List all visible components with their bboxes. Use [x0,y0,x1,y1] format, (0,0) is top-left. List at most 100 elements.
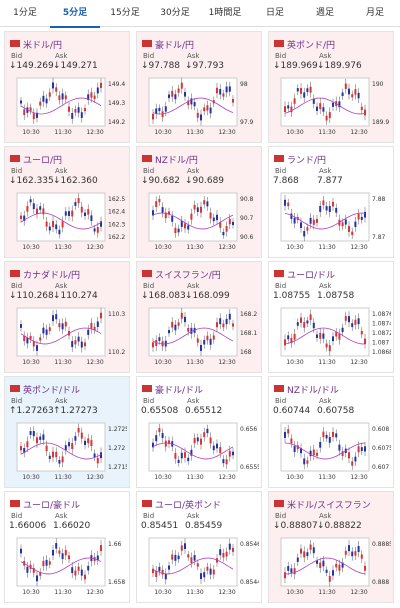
candle-body [360,554,363,559]
candle-body [61,323,64,330]
candle-body [287,566,290,571]
rate-card[interactable]: ユーロ/円 Bid Ask ↓162.335 ↓162.360 162.5 162.4 162… [4,146,130,258]
rate-card[interactable]: 米ドル/円 Bid Ask ↓149.269 ↓149.271 149.4 149.3 149… [4,31,130,143]
y-tick-label: 90.6 [240,234,254,241]
candle-body [360,216,363,220]
candle-body [219,222,222,228]
candle-body [212,569,215,575]
tab[interactable]: 15分足 [110,8,140,18]
rate-card[interactable]: NZドル/ドル Bid Ask 0.60744 0.60758 0.608 0.6075 0.… [268,376,394,488]
rate-card[interactable]: スイスフラン/円 Bid Ask ↓168.083 ↓168.099 168.2 168.1… [136,261,262,373]
candle-body [26,566,29,573]
candle-body [354,221,357,228]
candle-body [322,107,325,112]
bid-value: ↓0.88807 [273,521,318,531]
candle-body [348,226,350,232]
candle-body [158,198,161,203]
candle-body [222,323,225,328]
tab[interactable]: 日足 [265,8,284,18]
candle-body [300,317,302,323]
candle-body [357,213,360,220]
candle-body [328,112,331,119]
candle-body [319,103,322,110]
candle-body [325,206,328,211]
bid-label: Bid [275,282,287,290]
y-tick-label: 162.4 [108,209,125,216]
candle-body [61,221,64,228]
rate-card[interactable]: ユーロ/英ポンド Bid Ask 0.85451 0.85459 0.8546 0.8544… [136,491,262,603]
candle-body [290,338,293,344]
ask-label: Ask [187,397,200,405]
tab[interactable]: 30分足 [160,8,190,18]
ask-label: Ask [187,52,200,60]
bid-value: ↓168.083 [141,291,186,301]
candle-body [316,106,318,111]
moving-average [20,442,102,460]
candle-body [39,436,42,440]
flag [10,40,20,47]
candle-body [29,431,32,435]
candle-body [161,207,164,213]
candle-body [55,314,58,320]
rate-card[interactable]: 米ドル/スイスフラン Bid Ask ↓0.88807 ↓0.88822 0.8885 0.… [268,491,394,603]
rate-card[interactable]: 英ポンド/ドル Bid Ask ↑1.27263 ↑1.27273 1.2725 1.272… [4,376,130,488]
y-tick-label: 0.8544 [240,579,259,586]
rate-card[interactable]: カナダドル/円 Bid Ask ↓110.268 ↓110.274 110.3 110.2 1… [4,261,130,373]
rate-card[interactable]: 豪ドル/円 Bid Ask ↓97.788 ↓97.793 98 97.9 10:30 11:3… [136,31,262,143]
candle-body [354,456,357,462]
candle-body [100,82,102,88]
y-tick-label: 0.6075 [372,445,391,452]
flag [10,155,20,162]
y-tick-label: 0.8885 [372,541,391,548]
x-tick-label: 11:30 [318,589,335,596]
candle-body [338,333,341,340]
candle-body [184,316,186,323]
candle-body [344,219,347,225]
candle-body [152,113,154,120]
candle-body [180,452,183,459]
candle-body [284,572,286,579]
candle-body [87,209,90,215]
x-tick-label: 11:30 [54,474,71,481]
candle-body [364,211,366,218]
candle-body [219,549,222,556]
tab[interactable]: 1時間足 [208,8,242,18]
candle-body [232,98,234,103]
candle-body [84,108,86,112]
rate-card[interactable]: ユーロ/ドル Bid Ask 1.08755 1.08758 1.0876 1.0874 1.… [268,261,394,373]
x-tick-label: 12:30 [86,129,103,136]
candle-body [328,205,331,212]
candle-body [225,318,228,325]
x-tick-label: 12:30 [350,589,367,596]
pair-name: ユーロ/ドル [287,271,336,281]
ask-value: ↓110.274 [53,291,98,301]
tab[interactable]: 週足 [315,8,334,18]
rate-card[interactable]: 豪ドル/ドル Bid Ask 0.65508 0.65512 0.656 0.6555 10:… [136,376,262,488]
rate-card[interactable]: ユーロ/豪ドル Bid Ask 1.66006 1.66020 1.66 1.658 10:3… [4,491,130,603]
ask-value: ↓97.793 [185,61,225,71]
candle-body [45,98,48,104]
ask-label: Ask [55,167,68,175]
y-tick-label: 98 [240,81,248,88]
candle-body [284,106,286,112]
tab[interactable]: 1分足 [13,8,37,18]
candle-body [45,559,48,566]
tab[interactable]: 5分足 [50,0,100,28]
x-tick-label: 10:30 [154,474,171,481]
rate-card[interactable]: 英ポンド/円 Bid Ask ↓189.969 ↓189.976 190 189.9 10:3… [268,31,394,143]
bid-value: 1.08755 [273,291,311,301]
candle-body [52,549,54,556]
tab[interactable]: 月足 [365,8,384,18]
x-tick-label: 12:30 [350,359,367,366]
rate-card[interactable]: NZドル/円 Bid Ask ↓90.682 ↓90.689 90.8 90.7 90.6 10… [136,146,262,258]
candle-body [171,321,174,328]
ask-value: ↓149.271 [53,61,98,71]
y-tick-label: 0.6555 [240,464,259,471]
ask-value: 1.08758 [317,291,355,301]
bid-label: Bid [275,167,287,175]
candle-body [55,451,58,458]
rate-card[interactable]: ランド/円 Bid Ask 7.868 7.877 7.88 7.87 10:30 11:30 1… [268,146,394,258]
candle-body [177,228,180,233]
candle-body [36,575,38,582]
candle-body [338,444,341,451]
